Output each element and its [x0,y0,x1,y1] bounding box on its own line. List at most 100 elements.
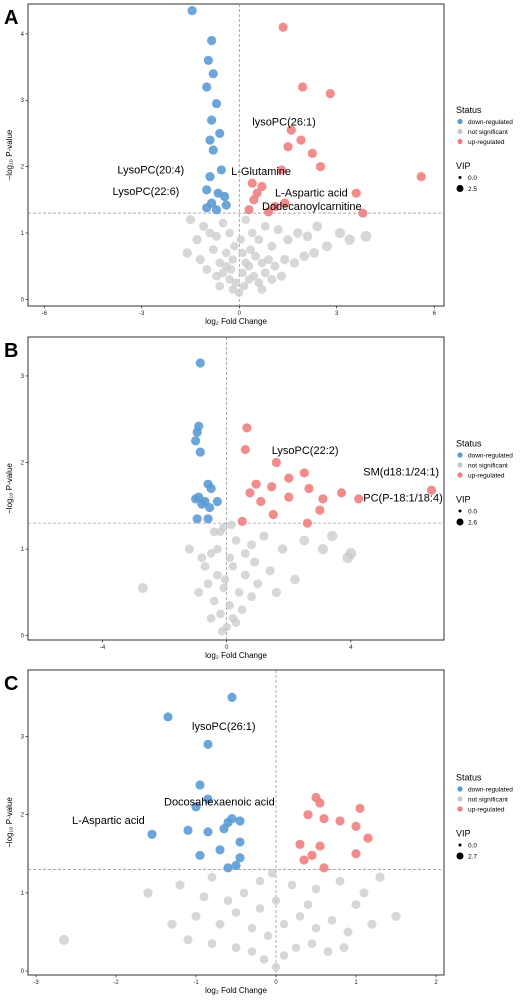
up-regulated-point [284,492,294,502]
not-significant-point [291,943,301,952]
not-significant-point [207,939,217,949]
not-significant-point [197,553,207,563]
not-significant-point [259,955,269,964]
not-significant-point [321,241,333,252]
not-significant-point [367,919,377,929]
not-significant-point [221,248,231,258]
legend-item-label: down-regulated [468,787,513,794]
up-regulated-point [363,833,373,843]
y-tick-label: 1 [21,547,25,553]
x-axis-title: log₂ Fold Change [205,651,267,660]
down-regulated-point [203,739,213,749]
not-significant-point [317,543,329,555]
down-regulated-point [219,824,229,834]
up-regulated-point [263,207,274,217]
legend-item-label: down-regulated [468,453,513,460]
down-regulated-point [183,825,193,835]
not-significant-point [203,579,213,589]
not-significant-point [240,549,250,558]
not-significant-point [247,947,257,956]
not-significant-point [240,570,250,580]
down-regulated-point [202,82,212,92]
x-axis-title: log₂ Fold Change [205,317,267,326]
not-significant-point [267,869,277,878]
not-significant-point [311,884,321,894]
legend-swatch [457,796,463,802]
x-tick-label: 1 [354,980,358,986]
not-significant-point [217,627,227,636]
up-regulated-point [318,494,328,504]
not-significant-point [249,271,259,281]
not-significant-point [276,271,287,281]
not-significant-point [299,251,310,262]
not-significant-point [273,225,283,235]
up-regulated-point [351,849,361,859]
not-significant-point [287,880,297,890]
up-regulated-point [354,494,364,504]
up-regulated-point [296,135,306,145]
not-significant-point [295,912,305,921]
x-tick-label: 4 [349,645,353,651]
legend-item-label: not significant [468,463,508,470]
panel-label: C [4,673,18,695]
not-significant-point [271,962,281,972]
up-regulated-point [284,473,294,483]
not-significant-point [231,618,241,627]
up-regulated-point [335,816,345,826]
y-tick-label: 3 [21,98,25,104]
y-tick-label: 2 [21,813,25,819]
not-significant-point [335,876,345,886]
down-regulated-point [235,837,245,847]
not-significant-point [191,911,201,921]
not-significant-point [143,888,153,898]
not-significant-point [299,535,310,546]
not-significant-point [228,562,238,571]
down-regulated-point [202,203,212,213]
not-significant-point [351,900,361,910]
not-significant-point [271,587,282,598]
up-regulated-point [355,803,365,814]
annotation-label: lysoPC(26:1) [192,721,256,733]
y-tick-label: 4 [21,32,25,38]
not-significant-point [359,888,369,898]
vip-size-swatch [456,518,464,526]
not-significant-point [238,248,247,258]
up-regulated-point [283,142,293,152]
not-significant-point [206,549,216,558]
up-regulated-point [351,188,361,198]
not-significant-point [215,258,225,268]
x-tick-label: -1 [193,980,199,986]
x-tick-label: 0 [225,645,229,651]
not-significant-point [267,274,277,284]
not-significant-point [195,254,205,265]
not-significant-point [225,275,234,284]
not-significant-point [59,934,69,945]
panel-label: B [4,340,18,362]
up-regulated-point [251,479,261,489]
up-regulated-point [358,208,368,218]
not-significant-point [277,544,288,554]
up-regulated-point [286,125,296,135]
legend-title: Status [456,439,482,449]
annotation-label: L-Aspartic acid [72,815,145,827]
not-significant-point [271,896,281,905]
vip-size-label: 0.0 [468,843,477,850]
not-significant-point [220,575,230,584]
not-significant-point [265,566,275,576]
not-significant-point [280,254,290,265]
not-significant-point [250,557,260,567]
not-significant-point [254,235,264,245]
y-tick-label: 1 [21,231,25,237]
up-regulated-point [304,483,314,494]
legend-swatch [457,786,463,792]
not-significant-point [289,258,300,268]
not-significant-point [226,265,236,274]
not-significant-point [213,570,222,580]
plot-frame [27,3,445,307]
x-tick-label: -6 [42,311,48,317]
not-significant-point [194,587,204,597]
not-significant-point [234,588,244,597]
not-significant-point [231,943,241,952]
annotation-label: Dodecanoylcarnitine [262,201,362,213]
x-tick-label: 2 [434,980,438,986]
